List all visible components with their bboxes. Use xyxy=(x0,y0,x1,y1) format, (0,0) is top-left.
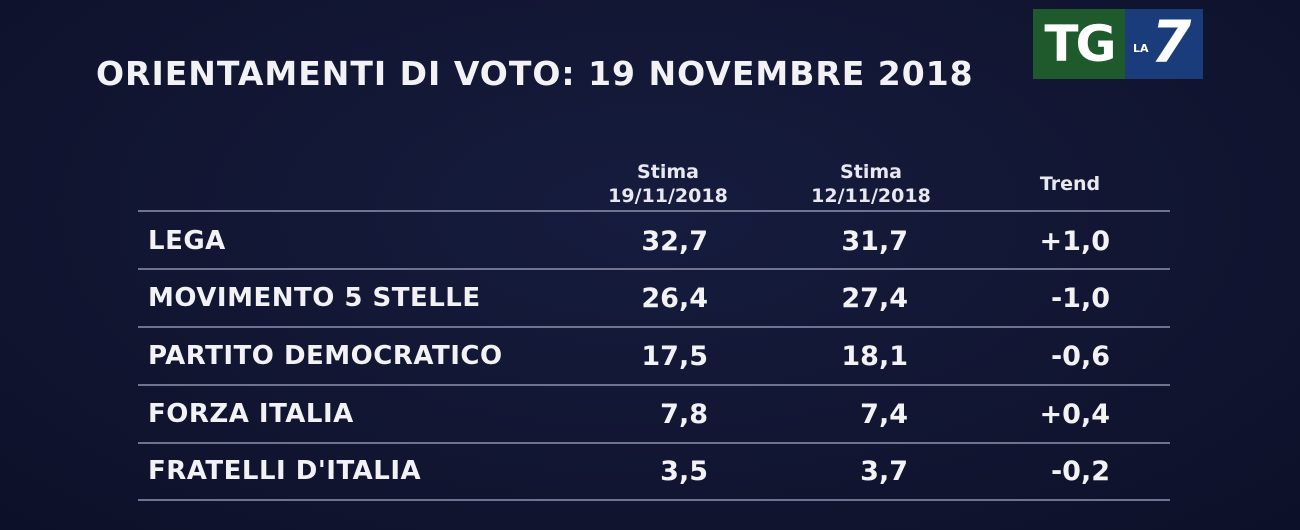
table-divider xyxy=(138,442,1170,444)
estimate-current-value: 3,5 xyxy=(660,456,708,487)
table-divider xyxy=(138,384,1170,386)
logo-seven-text: 7 xyxy=(1151,8,1192,76)
column-header-label: Trend xyxy=(1039,173,1101,195)
column-header-label: Stima xyxy=(840,161,902,183)
estimate-previous-value: 7,4 xyxy=(860,399,908,430)
table-divider xyxy=(138,210,1170,212)
estimate-current-value: 32,7 xyxy=(641,226,708,257)
trend-value: -0,6 xyxy=(1050,341,1110,372)
column-header-estimate-current: Stima 19/11/2018 xyxy=(583,160,753,208)
party-name: FRATELLI D'ITALIA xyxy=(148,456,422,486)
party-name: FORZA ITALIA xyxy=(148,399,354,429)
party-name: PARTITO DEMOCRATICO xyxy=(148,341,503,371)
table-divider xyxy=(138,499,1170,501)
trend-value: +0,4 xyxy=(1039,399,1110,430)
table-divider xyxy=(138,326,1170,328)
trend-value: -0,2 xyxy=(1050,456,1110,487)
logo-la-text: LA xyxy=(1133,42,1149,55)
column-header-date: 19/11/2018 xyxy=(608,185,728,207)
page-title: ORIENTAMENTI DI VOTO: 19 NOVEMBRE 2018 xyxy=(96,54,974,93)
column-header-label: Stima xyxy=(637,161,699,183)
trend-value: -1,0 xyxy=(1050,283,1110,314)
tg-la7-logo: TG LA 7 xyxy=(1033,9,1203,79)
estimate-previous-value: 27,4 xyxy=(841,283,908,314)
logo-la7-block: LA 7 xyxy=(1125,9,1203,79)
estimate-previous-value: 31,7 xyxy=(841,226,908,257)
table-divider xyxy=(138,268,1170,270)
column-header-estimate-previous: Stima 12/11/2018 xyxy=(786,160,956,208)
column-header-date: 12/11/2018 xyxy=(811,185,931,207)
estimate-previous-value: 3,7 xyxy=(860,456,908,487)
estimate-current-value: 26,4 xyxy=(641,283,708,314)
column-header-trend: Trend xyxy=(1010,172,1130,196)
party-name: LEGA xyxy=(148,226,226,256)
logo-tg-block: TG xyxy=(1033,9,1125,79)
trend-value: +1,0 xyxy=(1039,226,1110,257)
party-name: MOVIMENTO 5 STELLE xyxy=(148,283,481,313)
estimate-current-value: 7,8 xyxy=(660,399,708,430)
estimate-previous-value: 18,1 xyxy=(841,341,908,372)
estimate-current-value: 17,5 xyxy=(641,341,708,372)
